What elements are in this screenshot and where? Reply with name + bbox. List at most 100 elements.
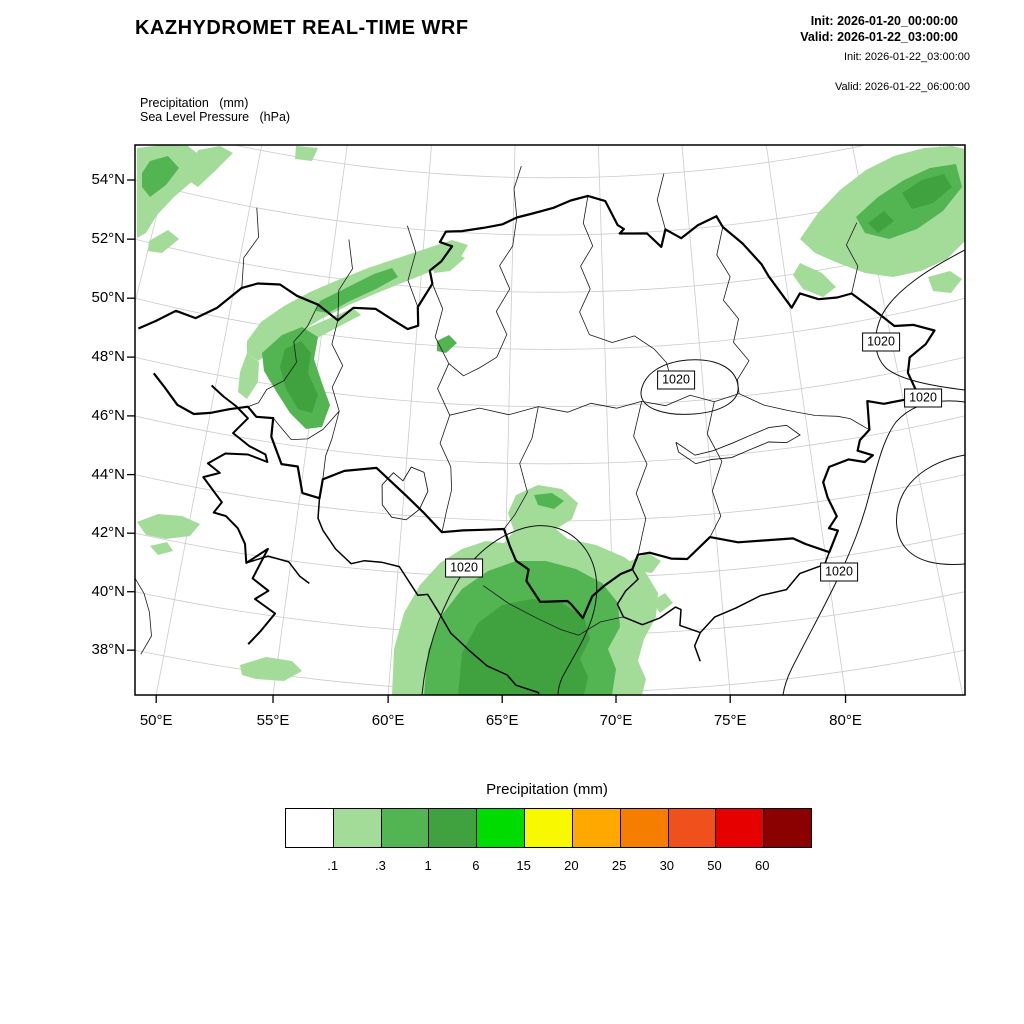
region-border bbox=[448, 217, 518, 377]
precipitation-area bbox=[868, 211, 894, 233]
precipitation-area bbox=[300, 308, 361, 341]
map-frame bbox=[134, 144, 966, 696]
lon-tick-label-80: 80°E bbox=[829, 712, 862, 729]
region-border bbox=[337, 239, 353, 321]
region-border bbox=[247, 304, 319, 408]
precipitation-area bbox=[928, 271, 962, 293]
valid-time-primary: Valid: 2026-01-22_03:00:00 bbox=[800, 30, 958, 44]
legend-cell-3 bbox=[429, 809, 478, 847]
legend-threshold-.3: .3 bbox=[375, 858, 386, 873]
country-border bbox=[693, 551, 830, 662]
pressure-contour bbox=[782, 400, 965, 695]
precipitation-area bbox=[240, 657, 302, 681]
lon-tick-label-50: 50°E bbox=[139, 712, 173, 729]
precipitation-area bbox=[186, 146, 233, 187]
legend-cell-5 bbox=[525, 809, 573, 847]
legend-threshold-15: 15 bbox=[516, 858, 531, 873]
legend-cell-9 bbox=[716, 809, 765, 847]
region-border bbox=[503, 406, 539, 530]
caspian-coastline bbox=[202, 384, 277, 645]
precipitation-area bbox=[793, 263, 836, 297]
lat-tick-label-52: 52°N bbox=[91, 230, 125, 248]
lon-tick-label-60: 60°E bbox=[371, 712, 405, 729]
lon-tick-label-65: 65°E bbox=[485, 712, 519, 729]
legend-threshold-50: 50 bbox=[707, 858, 722, 873]
region-border bbox=[449, 393, 740, 416]
init-time-primary: Init: 2026-01-20_00:00:00 bbox=[810, 14, 958, 28]
region-border bbox=[432, 283, 452, 533]
map-layers bbox=[135, 145, 965, 695]
precipitation-area bbox=[148, 230, 179, 253]
region-border bbox=[633, 401, 648, 555]
lat-tick-label-44: 44°N bbox=[91, 465, 125, 483]
pressure-label-1020: 1020 bbox=[820, 562, 858, 582]
precipitation-area bbox=[432, 252, 465, 273]
lat-tick-label-38: 38°N bbox=[91, 641, 125, 659]
aral-sea bbox=[381, 466, 429, 521]
pressure-contour bbox=[896, 454, 965, 565]
precipitation-area bbox=[316, 268, 398, 313]
lat-tick-label-40: 40°N bbox=[91, 582, 125, 600]
pressure-field-label: Sea Level Pressure (hPa) bbox=[140, 110, 291, 124]
precipitation-area bbox=[458, 599, 590, 695]
lat-tick-label-54: 54°N bbox=[91, 170, 125, 188]
region-border bbox=[656, 173, 666, 230]
legend-cell-4 bbox=[477, 809, 526, 847]
valid-time-secondary: Valid: 2026-01-22_06:00:00 bbox=[835, 81, 970, 93]
lat-tick-label-46: 46°N bbox=[91, 406, 125, 424]
legend-cell-0 bbox=[286, 809, 334, 847]
lon-tick-label-75: 75°E bbox=[713, 712, 747, 729]
region-border bbox=[322, 411, 340, 480]
legend-threshold-.1: .1 bbox=[327, 858, 339, 873]
legend-threshold-25: 25 bbox=[611, 858, 627, 873]
region-border bbox=[407, 225, 419, 308]
precipitation-area bbox=[437, 335, 457, 353]
legend-threshold-6: 6 bbox=[472, 858, 480, 873]
legend-cell-2 bbox=[381, 809, 430, 847]
init-time-secondary: Init: 2026-01-22_03:00:00 bbox=[844, 51, 970, 63]
legend-cell-1 bbox=[333, 809, 382, 847]
legend-threshold-20: 20 bbox=[564, 858, 579, 873]
region-border bbox=[738, 393, 870, 431]
precipitation-area bbox=[652, 593, 673, 613]
legend-cell-6 bbox=[572, 809, 621, 847]
precipitation-field-label: Precipitation (mm) bbox=[140, 96, 249, 110]
page-title: KAZHYDROMET REAL-TIME WRF bbox=[135, 17, 469, 39]
lake-balkhash bbox=[675, 424, 801, 465]
precipitation-area bbox=[902, 174, 952, 209]
legend-threshold-30: 30 bbox=[659, 858, 675, 873]
precipitation-area bbox=[295, 146, 318, 161]
lat-tick-label-50: 50°N bbox=[91, 289, 125, 307]
precipitation-area bbox=[280, 341, 318, 413]
region-border bbox=[135, 577, 152, 655]
country-border bbox=[317, 498, 540, 695]
legend-colorbar bbox=[285, 808, 812, 848]
lon-tick-label-55: 55°E bbox=[256, 712, 290, 729]
region-border bbox=[706, 401, 723, 538]
lat-tick-label-42: 42°N bbox=[91, 524, 125, 542]
precipitation-area bbox=[247, 240, 468, 361]
country-border bbox=[616, 568, 701, 634]
precipitation-area bbox=[137, 514, 200, 539]
pressure-label-1020: 1020 bbox=[657, 370, 695, 390]
precipitation-area bbox=[534, 493, 564, 509]
pressure-contour bbox=[421, 525, 598, 695]
region-border bbox=[482, 585, 624, 636]
precipitation-area bbox=[238, 353, 259, 399]
pressure-contour bbox=[640, 359, 739, 415]
lat-tick-label-48: 48°N bbox=[91, 348, 125, 366]
precipitation-area bbox=[150, 542, 173, 555]
legend-threshold-60: 60 bbox=[755, 858, 770, 873]
legend-cell-7 bbox=[620, 809, 669, 847]
precipitation-area bbox=[142, 156, 179, 197]
legend-cell-10 bbox=[764, 809, 811, 847]
region-border bbox=[241, 207, 259, 288]
kazakhstan-border bbox=[137, 194, 936, 620]
legend-threshold-1: 1 bbox=[424, 858, 432, 873]
country-border bbox=[246, 555, 310, 585]
region-border bbox=[513, 165, 522, 218]
pressure-label-1020: 1020 bbox=[862, 332, 900, 352]
lon-tick-label-70: 70°E bbox=[599, 712, 633, 729]
